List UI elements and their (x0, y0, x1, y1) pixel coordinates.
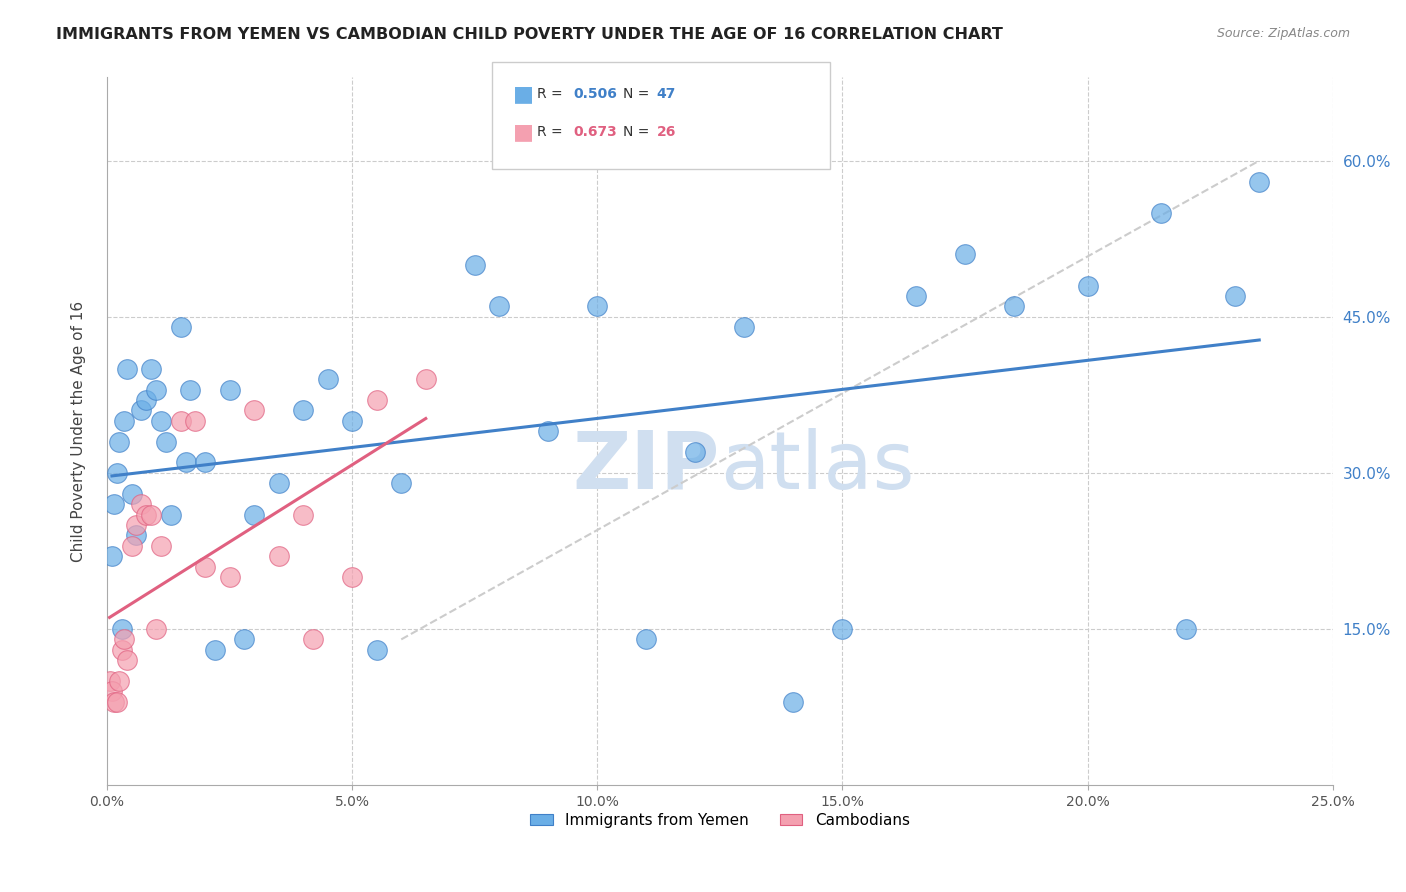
Point (389, 476, 412, 491)
Point (342, 414, 364, 428)
Point (108, 434, 131, 449)
Point (685, 445, 707, 459)
Point (105, 695, 128, 709)
Point (184, 414, 207, 428)
Point (121, 486, 143, 500)
Point (115, 653, 138, 667)
Point (105, 466, 128, 480)
Point (150, 414, 173, 428)
Point (179, 383, 201, 397)
Point (125, 528, 148, 542)
Point (169, 320, 191, 334)
Point (194, 559, 217, 574)
Point (243, 508, 266, 522)
Point (1249, 174, 1271, 188)
Point (131, 403, 153, 417)
Point (488, 299, 510, 313)
Point (131, 497, 153, 511)
Text: 26: 26 (657, 125, 676, 139)
Point (342, 570, 364, 584)
Point (415, 372, 437, 386)
Text: ■: ■ (513, 84, 534, 103)
Text: IMMIGRANTS FROM YEMEN VS CAMBODIAN CHILD POVERTY UNDER THE AGE OF 16 CORRELATION: IMMIGRANTS FROM YEMEN VS CAMBODIAN CHILD… (56, 27, 1002, 42)
Point (1174, 622, 1197, 636)
Point (108, 673, 131, 688)
Point (267, 549, 290, 563)
Point (103, 695, 125, 709)
Point (953, 247, 976, 261)
Point (831, 622, 853, 636)
Point (292, 403, 315, 417)
Text: ZIP: ZIP (572, 427, 720, 506)
Point (169, 414, 191, 428)
Point (141, 508, 163, 522)
Legend: Immigrants from Yemen, Cambodians: Immigrants from Yemen, Cambodians (524, 807, 915, 834)
Point (366, 642, 388, 657)
Point (194, 455, 217, 469)
Point (464, 258, 486, 272)
Point (111, 622, 134, 636)
Point (98, 673, 121, 688)
Point (1223, 289, 1246, 303)
Point (145, 622, 167, 636)
Point (1077, 278, 1099, 293)
Point (366, 392, 388, 407)
Text: R =: R = (537, 87, 567, 101)
Point (112, 414, 135, 428)
Point (1150, 205, 1173, 219)
Point (121, 539, 143, 553)
Point (316, 372, 339, 386)
Point (101, 684, 124, 698)
Point (112, 632, 135, 647)
Text: N =: N = (623, 125, 654, 139)
Text: ■: ■ (513, 122, 534, 142)
Text: 0.673: 0.673 (574, 125, 617, 139)
Text: atlas: atlas (720, 427, 914, 506)
Point (204, 642, 226, 657)
Text: 47: 47 (657, 87, 676, 101)
Point (135, 508, 157, 522)
Point (586, 299, 609, 313)
Point (905, 289, 928, 303)
Point (636, 632, 658, 647)
Point (115, 361, 138, 376)
Text: N =: N = (623, 87, 654, 101)
Point (782, 695, 804, 709)
Point (103, 497, 125, 511)
Point (101, 549, 124, 563)
Point (111, 642, 134, 657)
Point (141, 361, 163, 376)
Point (537, 424, 560, 438)
Text: Source: ZipAtlas.com: Source: ZipAtlas.com (1216, 27, 1350, 40)
Point (733, 320, 755, 334)
Point (145, 383, 167, 397)
Point (150, 539, 173, 553)
Point (243, 403, 266, 417)
Point (135, 392, 157, 407)
Point (267, 476, 290, 491)
Point (302, 632, 325, 647)
Y-axis label: Child Poverty Under the Age of 16: Child Poverty Under the Age of 16 (72, 301, 86, 562)
Point (233, 632, 256, 647)
Point (125, 517, 148, 532)
Text: R =: R = (537, 125, 567, 139)
Text: 0.506: 0.506 (574, 87, 617, 101)
Point (155, 434, 177, 449)
Point (1002, 299, 1025, 313)
Point (218, 570, 240, 584)
Point (292, 508, 315, 522)
Point (159, 508, 181, 522)
Point (218, 383, 240, 397)
Point (174, 455, 197, 469)
